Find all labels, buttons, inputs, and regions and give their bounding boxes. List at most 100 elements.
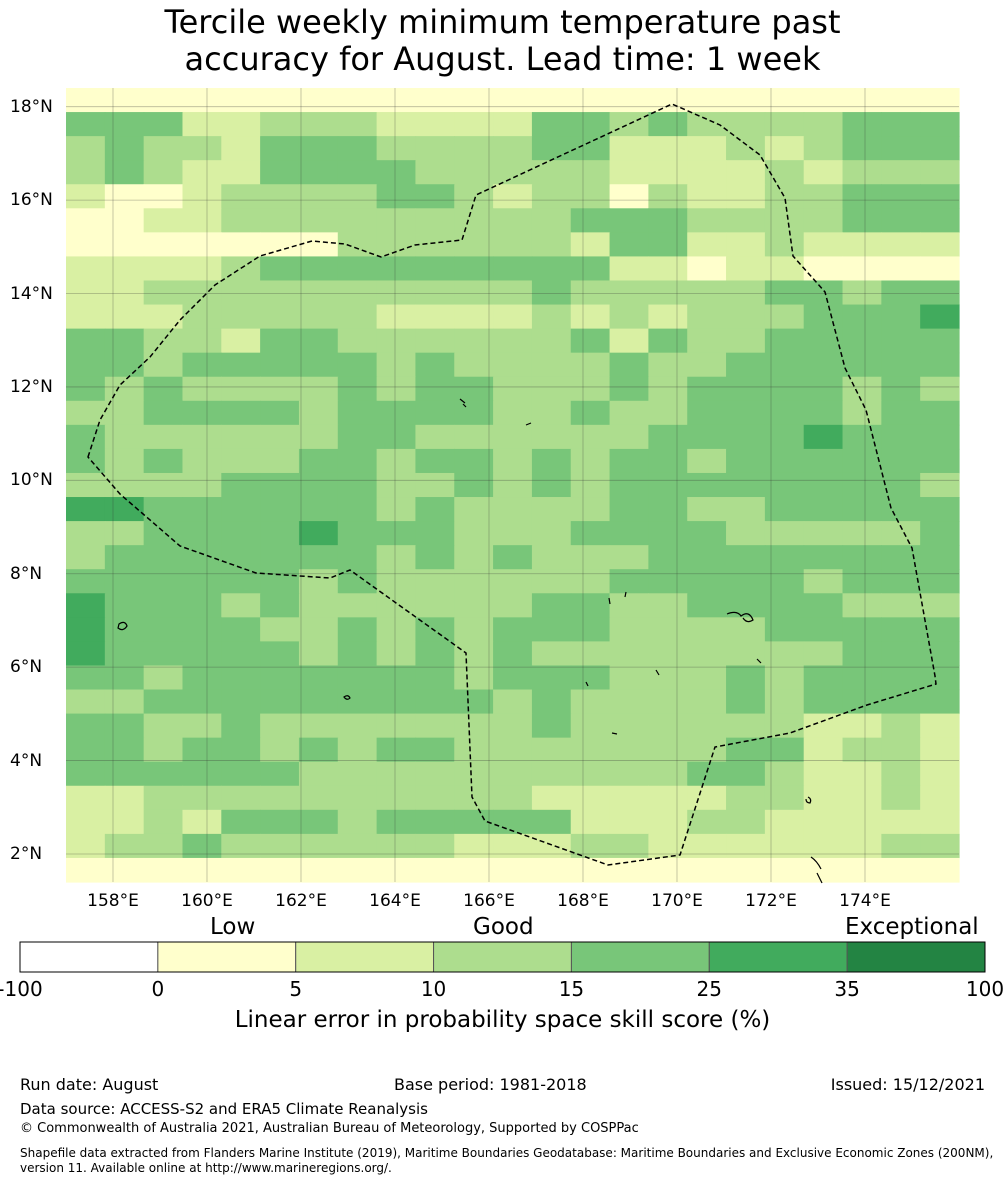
grid-cell	[881, 304, 921, 330]
grid-cell	[415, 689, 455, 715]
grid-cell	[726, 160, 766, 185]
colorbar-bin	[708, 941, 848, 973]
grid-cell	[531, 328, 572, 354]
grid-cell	[803, 689, 844, 715]
grid-cell	[337, 665, 378, 691]
grid-cell	[298, 737, 339, 763]
grid-cell	[648, 328, 688, 354]
colorbar-tick-label: 15	[558, 977, 585, 1001]
grid-cell	[687, 160, 727, 185]
grid-cell	[337, 521, 378, 546]
grid-cell	[803, 809, 844, 835]
grid-cell	[298, 352, 339, 378]
grid-cell	[803, 761, 844, 787]
grid-cell	[609, 521, 649, 546]
grid-cell	[454, 304, 494, 330]
grid-cell	[531, 88, 572, 113]
grid-cell	[66, 593, 106, 618]
grid-cell	[803, 617, 844, 642]
grid-cell	[920, 352, 960, 378]
grid-cell	[337, 376, 378, 402]
grid-cell	[842, 713, 882, 739]
grid-cell	[221, 545, 261, 570]
grid-cell	[182, 641, 222, 667]
grid-cell	[454, 328, 494, 354]
grid-cell	[66, 809, 106, 835]
colorbar-tick-label: 100	[965, 977, 1005, 1001]
grid-cell	[376, 761, 417, 787]
grid-cell	[803, 593, 844, 618]
grid-cell	[881, 521, 921, 546]
grid-cell	[337, 352, 378, 378]
grid-cell	[260, 809, 300, 835]
grid-cell	[531, 569, 572, 594]
grid-cell	[415, 761, 455, 787]
grid-cell	[609, 112, 649, 137]
grid-cell	[726, 448, 766, 474]
grid-cell	[726, 785, 766, 811]
grid-cell	[687, 569, 727, 594]
grid-cell	[454, 280, 494, 306]
grid-cell	[376, 136, 417, 161]
grid-cell	[648, 232, 688, 258]
grid-cell	[493, 617, 533, 642]
grid-cell	[415, 424, 455, 450]
grid-cell	[764, 809, 805, 835]
grid-cell	[648, 569, 688, 594]
grid-cell	[687, 521, 727, 546]
grid-cell	[881, 352, 921, 378]
grid-cell	[687, 352, 727, 378]
grid-cell	[570, 184, 611, 209]
grid-cell	[221, 521, 261, 546]
grid-cell	[454, 400, 494, 426]
colorbar-bin	[846, 941, 986, 973]
grid-cell	[260, 232, 300, 258]
grid-cell	[337, 112, 378, 137]
grid-cell	[221, 400, 261, 426]
grid-cell	[687, 136, 727, 161]
grid-cell	[881, 256, 921, 282]
grid-cell	[143, 136, 184, 161]
grid-cell	[687, 184, 727, 209]
grid-cell	[726, 400, 766, 426]
latitude-label: 14°N	[10, 283, 53, 304]
grid-cell	[454, 713, 494, 739]
grid-cell	[376, 617, 417, 642]
grid-cell	[415, 88, 455, 113]
grid-cell	[570, 665, 611, 691]
grid-cell	[182, 665, 222, 691]
grid-cell	[337, 472, 378, 498]
grid-cell	[570, 400, 611, 426]
grid-cell	[687, 304, 727, 330]
grid-cell	[842, 232, 882, 258]
grid-cell	[143, 208, 184, 233]
grid-cell	[66, 641, 106, 667]
grid-cell	[66, 208, 106, 233]
latitude-label: 4°N	[10, 750, 43, 771]
grid-cell	[531, 472, 572, 498]
grid-cell	[221, 689, 261, 715]
grid-cell	[182, 232, 222, 258]
grid-cell	[182, 593, 222, 618]
title-line-2: accuracy for August. Lead time: 1 week	[184, 40, 821, 78]
grid-cell	[881, 713, 921, 739]
grid-cell	[221, 88, 261, 113]
colorbar-tick-label: 0	[151, 977, 165, 1001]
grid-cell	[493, 569, 533, 594]
grid-cell	[570, 304, 611, 330]
grid-cell	[648, 376, 688, 402]
grid-cell	[920, 569, 960, 594]
grid-cell	[764, 857, 805, 883]
grid-cell	[803, 641, 844, 667]
grid-cell	[143, 785, 184, 811]
grid-cell	[842, 376, 882, 402]
grid-cell	[920, 521, 960, 546]
grid-cell	[221, 112, 261, 137]
grid-cell	[920, 809, 960, 835]
grid-cell	[143, 280, 184, 306]
grid-cell	[221, 785, 261, 811]
grid-cell	[221, 232, 261, 258]
grid-cell	[493, 785, 533, 811]
grid-cell	[221, 376, 261, 402]
grid-cell	[415, 304, 455, 330]
